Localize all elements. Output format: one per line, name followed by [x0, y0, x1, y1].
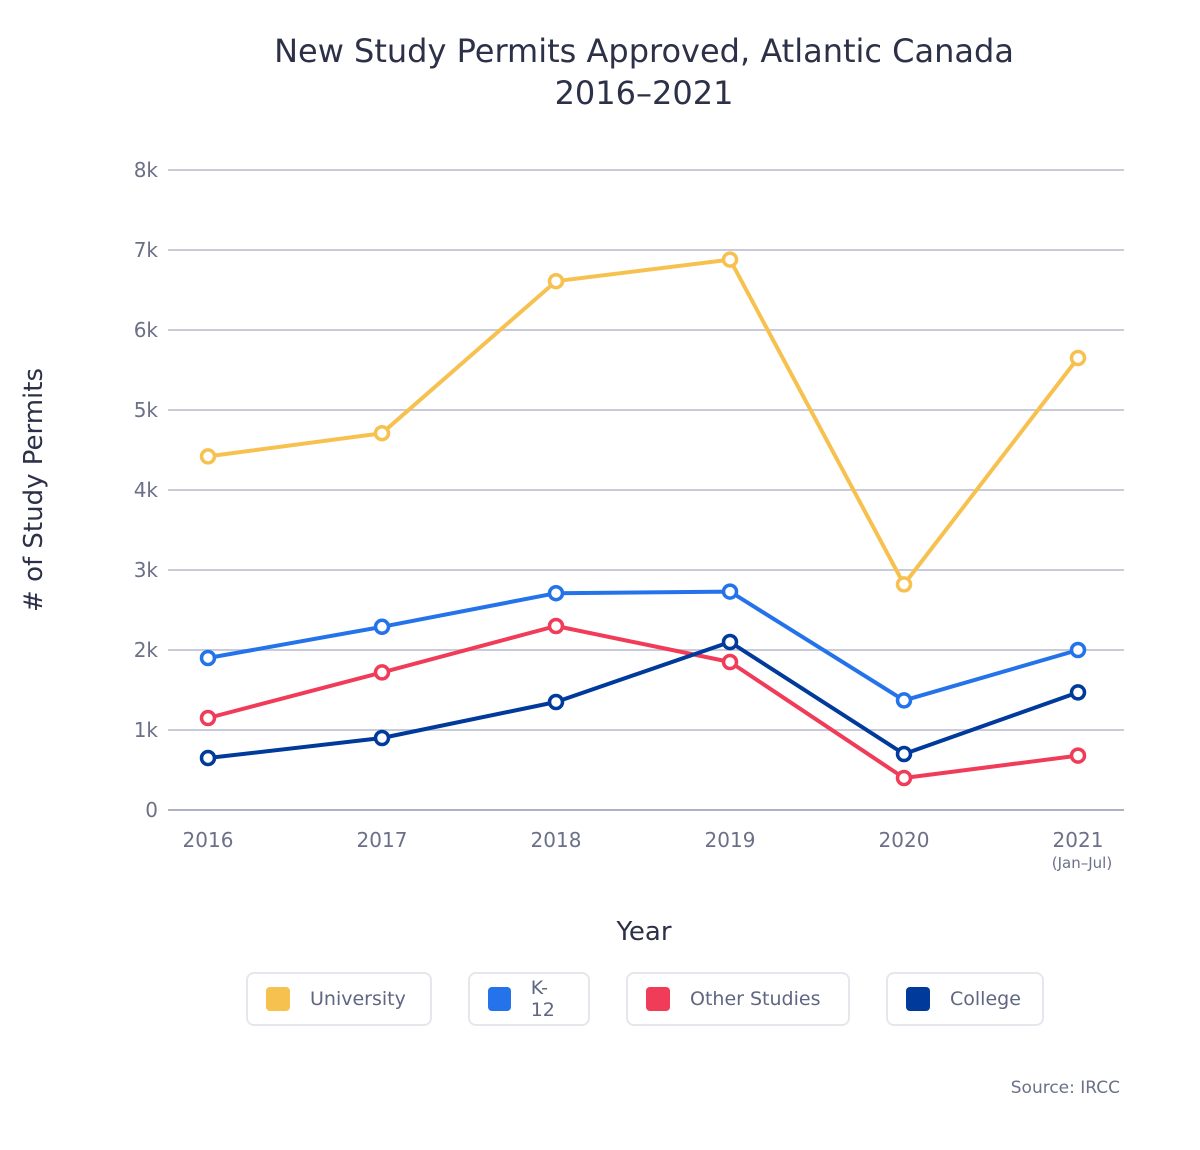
data-point-k-12: [373, 618, 391, 636]
legend-item[interactable]: College: [886, 972, 1044, 1026]
data-point-other-studies: [547, 617, 565, 635]
data-point-other-studies: [373, 664, 391, 681]
data-point-other-studies: [1069, 747, 1087, 764]
data-point-university: [1069, 349, 1087, 367]
legend-label: K-12: [530, 977, 555, 1021]
data-point-college: [199, 749, 217, 767]
chart-title: New Study Permits Approved, Atlantic Can…: [0, 30, 1200, 114]
x-tick-label: 2020: [879, 828, 930, 852]
data-point-college: [1069, 684, 1087, 701]
title-line: New Study Permits Approved, Atlantic Can…: [274, 32, 1014, 70]
x-tick-label: 2019: [705, 828, 756, 852]
y-tick-label: 4k: [134, 478, 159, 502]
x-axis-label: Year: [615, 917, 671, 947]
data-point-university: [547, 272, 565, 290]
x-tick-note: (Jan–Jul): [1052, 854, 1112, 872]
series-line-other-studies: [207, 624, 1079, 780]
subtitle-line: 2016–2021: [554, 74, 734, 112]
y-tick-label: 6k: [134, 318, 159, 342]
data-point-k-12: [547, 584, 565, 602]
data-point-k-12: [721, 583, 739, 600]
data-point-other-studies: [721, 653, 739, 671]
series-line-k-12: [207, 589, 1079, 703]
data-point-college: [895, 745, 913, 763]
data-point-university: [199, 448, 217, 465]
legend-swatch: [906, 987, 930, 1011]
legend-item[interactable]: Other Studies: [626, 972, 850, 1026]
y-axis-label: # of Study Permits: [19, 368, 49, 612]
y-tick-label: 3k: [134, 558, 159, 582]
data-point-other-studies: [199, 709, 217, 727]
y-tick-label: 2k: [134, 638, 159, 662]
y-tick-label: 1k: [134, 718, 159, 742]
data-point-university: [721, 251, 739, 268]
x-tick-label: 2018: [531, 828, 582, 852]
x-tick-label: 2017: [357, 828, 408, 852]
series-line-university: [207, 257, 1080, 587]
data-point-college: [373, 729, 391, 747]
series-line-college: [207, 640, 1079, 760]
source-note: Source: IRCC: [1010, 1078, 1120, 1098]
legend-item[interactable]: University: [246, 972, 432, 1026]
data-point-university: [373, 424, 391, 442]
data-point-college: [547, 693, 565, 711]
legend-item[interactable]: K-12: [468, 972, 590, 1026]
data-point-k-12: [1069, 641, 1087, 659]
y-tick-label: 7k: [134, 238, 159, 262]
y-tick-label: 8k: [134, 158, 159, 182]
legend-swatch: [266, 987, 290, 1011]
x-tick-label: 2021: [1053, 828, 1104, 852]
legend-label: College: [950, 988, 1021, 1010]
legend-label: University: [310, 988, 406, 1010]
data-point-other-studies: [895, 769, 913, 787]
y-tick-label: 0: [145, 798, 158, 822]
legend-swatch: [646, 987, 670, 1011]
y-tick-label: 5k: [134, 398, 159, 422]
legend-label: Other Studies: [690, 988, 821, 1010]
data-point-college: [721, 633, 739, 651]
legend-swatch: [488, 987, 511, 1011]
x-tick-label: 2016: [183, 828, 234, 852]
data-point-k-12: [199, 649, 217, 667]
data-point-k-12: [895, 692, 913, 709]
data-point-university: [895, 576, 913, 593]
